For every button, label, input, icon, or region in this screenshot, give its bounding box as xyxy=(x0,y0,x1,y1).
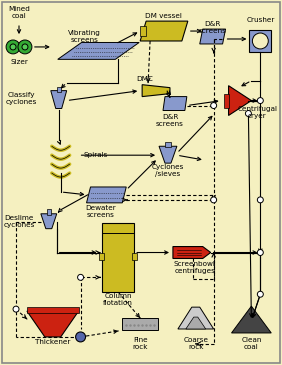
FancyBboxPatch shape xyxy=(102,223,134,292)
Polygon shape xyxy=(178,307,214,329)
Text: DMC: DMC xyxy=(137,76,154,82)
FancyBboxPatch shape xyxy=(122,318,158,330)
Text: Mined
coal: Mined coal xyxy=(8,6,30,19)
Polygon shape xyxy=(173,246,211,258)
FancyBboxPatch shape xyxy=(100,253,104,261)
Polygon shape xyxy=(228,86,251,115)
Text: Dewater
screens: Dewater screens xyxy=(85,205,116,218)
Polygon shape xyxy=(186,317,206,329)
Polygon shape xyxy=(200,29,226,44)
FancyBboxPatch shape xyxy=(57,87,61,92)
Text: Coarse
rock: Coarse rock xyxy=(183,337,208,350)
Circle shape xyxy=(13,306,19,312)
Text: D&R
screens: D&R screens xyxy=(199,20,227,34)
Circle shape xyxy=(257,197,263,203)
Polygon shape xyxy=(163,97,187,111)
Text: Thickener: Thickener xyxy=(35,339,70,345)
Circle shape xyxy=(257,97,263,104)
Polygon shape xyxy=(27,311,79,337)
Circle shape xyxy=(211,197,217,203)
Text: DM vessel: DM vessel xyxy=(145,13,181,19)
Circle shape xyxy=(10,44,16,50)
Polygon shape xyxy=(51,91,67,108)
Polygon shape xyxy=(159,146,177,163)
Text: Crusher: Crusher xyxy=(246,17,274,23)
Polygon shape xyxy=(58,42,139,59)
Text: Deslime
cyclones: Deslime cyclones xyxy=(3,215,35,228)
Circle shape xyxy=(245,111,251,116)
Text: Clean
coal: Clean coal xyxy=(241,337,262,350)
Text: Spirals: Spirals xyxy=(83,152,108,158)
Text: Column
flotation: Column flotation xyxy=(103,293,133,306)
FancyBboxPatch shape xyxy=(47,209,51,215)
FancyBboxPatch shape xyxy=(132,253,137,261)
Text: Vibrating
screens: Vibrating screens xyxy=(68,30,101,42)
Text: Sizer: Sizer xyxy=(10,59,28,65)
Text: Cyclones
/sieves: Cyclones /sieves xyxy=(152,164,184,177)
Circle shape xyxy=(257,291,263,297)
Text: Fine
rock: Fine rock xyxy=(133,337,148,350)
Polygon shape xyxy=(140,26,146,36)
Circle shape xyxy=(22,44,28,50)
Polygon shape xyxy=(87,187,126,203)
FancyBboxPatch shape xyxy=(27,307,79,313)
Text: Screenbowl
centrifuges: Screenbowl centrifuges xyxy=(174,261,216,274)
Circle shape xyxy=(6,40,20,54)
Circle shape xyxy=(78,274,83,280)
Polygon shape xyxy=(140,21,188,41)
Polygon shape xyxy=(142,85,170,97)
Text: Classify
cyclones: Classify cyclones xyxy=(5,92,37,105)
FancyBboxPatch shape xyxy=(224,93,228,108)
Circle shape xyxy=(76,332,85,342)
FancyBboxPatch shape xyxy=(165,142,171,147)
Text: Centrifugal
cryer: Centrifugal cryer xyxy=(237,106,277,119)
Circle shape xyxy=(257,250,263,256)
Polygon shape xyxy=(41,214,57,229)
Circle shape xyxy=(211,103,217,108)
Polygon shape xyxy=(232,306,271,333)
Circle shape xyxy=(18,40,32,54)
Text: D&R
screens: D&R screens xyxy=(156,114,184,127)
Circle shape xyxy=(252,33,268,49)
FancyBboxPatch shape xyxy=(249,30,271,52)
